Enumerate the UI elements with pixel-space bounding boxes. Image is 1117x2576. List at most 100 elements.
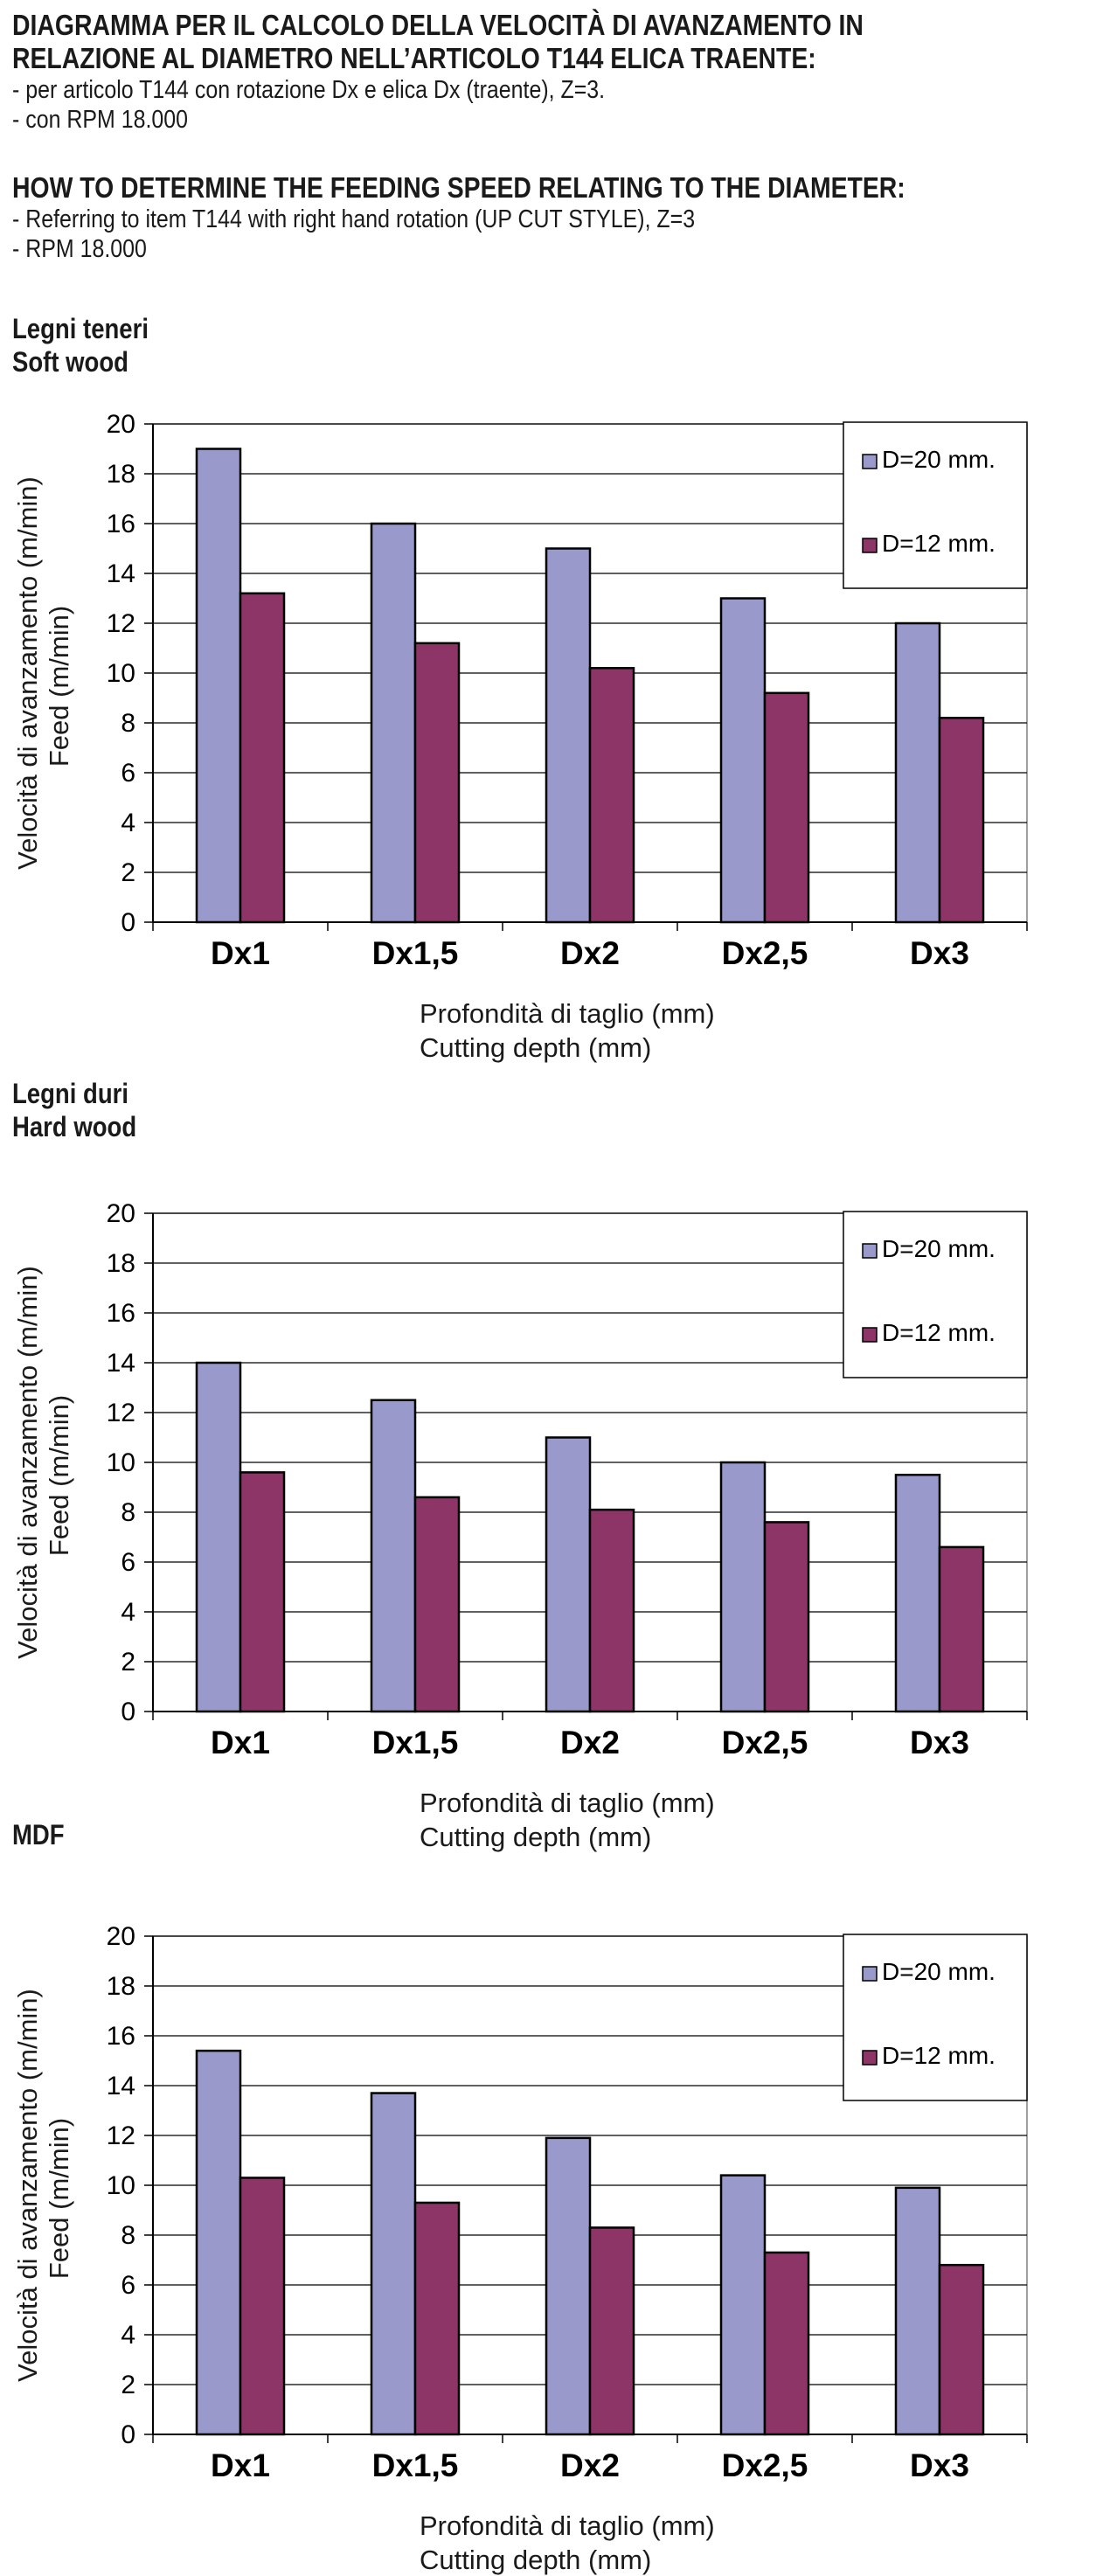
section-title-it: MDF	[12, 1819, 65, 1850]
x-category-label: Dx2	[560, 2448, 620, 2483]
bar-d20	[545, 2136, 592, 2436]
bar-d20	[370, 522, 417, 924]
y-tick-label: 12	[107, 2121, 135, 2150]
section-title-en: Hard wood	[12, 1111, 137, 1142]
bar-d20	[195, 2049, 242, 2436]
x-category-label: Dx2,5	[722, 935, 808, 971]
bar-d20	[545, 547, 592, 924]
legend-label-d20: D=20 mm.	[882, 1235, 996, 1262]
legend-swatch-d20	[862, 454, 878, 469]
header-line-it-1: - per articolo T144 con rotazione Dx e e…	[12, 76, 606, 104]
bar-d12	[239, 1471, 286, 1713]
y-tick-label: 4	[121, 1598, 135, 1627]
y-tick-label: 20	[107, 1199, 135, 1228]
y-tick-label: 10	[107, 659, 135, 688]
y-tick-label: 6	[121, 759, 135, 788]
y-tick-label: 4	[121, 809, 135, 837]
y-tick-label: 18	[107, 1249, 135, 1278]
y-tick-label: 16	[107, 1299, 135, 1328]
header: DIAGRAMMA PER IL CALCOLO DELLA VELOCITÀ …	[12, 9, 1002, 135]
bar-d20	[195, 448, 242, 924]
x-category-label: Dx2,5	[722, 2448, 808, 2483]
bar-d12	[239, 2177, 286, 2436]
x-category-label: Dx3	[910, 935, 969, 971]
bar-d20	[894, 621, 941, 924]
x-category-label: Dx1	[211, 935, 270, 971]
legend-label-d20: D=20 mm.	[882, 1958, 996, 1985]
section-title-mdf: MDF	[12, 1818, 65, 1851]
header-title-it-2: RELAZIONE AL DIAMETRO NELL’ARTICOLO T144…	[12, 42, 816, 74]
bar-d20	[719, 2174, 767, 2436]
legend-label-d20: D=20 mm.	[882, 446, 996, 473]
y-axis-title-en: Feed (m/min)	[44, 2118, 74, 2279]
bar-d20	[545, 1436, 592, 1713]
bar-d12	[763, 691, 810, 924]
x-axis-title-en: Cutting depth (mm)	[420, 1032, 651, 1063]
bar-d12	[588, 2226, 635, 2436]
bar-d12	[938, 2263, 985, 2436]
x-category-label: Dx1,5	[372, 935, 459, 971]
legend-swatch-d12	[862, 538, 878, 553]
bar-d12	[239, 592, 286, 924]
legend-box	[843, 421, 1028, 589]
y-tick-label: 16	[107, 510, 135, 538]
bar-d12	[763, 2251, 810, 2436]
section-title-hardwood: Legni duri Hard wood	[12, 1077, 136, 1143]
y-tick-label: 14	[107, 1349, 135, 1378]
y-tick-label: 20	[107, 410, 135, 439]
x-category-label: Dx2	[560, 935, 620, 971]
header-title-it-1: DIAGRAMMA PER IL CALCOLO DELLA VELOCITÀ …	[12, 9, 864, 41]
bar-chart-softwood: 0 2 4 6 8 10 12 14 16 18 20 Dx1 Dx1,5 Dx2 Dx2,5 Dx3 D=20…	[12, 410, 1028, 1063]
legend-box	[843, 1211, 1028, 1378]
y-tick-label: 18	[107, 460, 135, 489]
y-tick-label: 14	[107, 2072, 135, 2100]
y-tick-label: 14	[107, 559, 135, 588]
y-tick-label: 20	[107, 1922, 135, 1951]
y-tick-label: 0	[121, 2420, 135, 2449]
y-tick-label: 8	[121, 1498, 135, 1527]
bar-d12	[413, 2201, 461, 2436]
y-tick-label: 0	[121, 1698, 135, 1726]
bar-d20	[370, 2092, 417, 2436]
legend-swatch-d20	[862, 1243, 878, 1259]
y-axis-title-it: Velocità di avanzamento (m/min)	[12, 1266, 43, 1659]
section-title-softwood: Legni teneri Soft wood	[12, 312, 149, 378]
y-tick-label: 4	[121, 2321, 135, 2350]
y-axis-title-it: Velocità di avanzamento (m/min)	[12, 476, 43, 870]
y-tick-label: 18	[107, 1972, 135, 2001]
header-line-en-2: - RPM 18.000	[12, 235, 147, 263]
bar-d20	[894, 1474, 941, 1713]
x-category-label: Dx2	[560, 1725, 620, 1760]
bar-d12	[938, 1545, 985, 1713]
y-axis-title-en: Feed (m/min)	[44, 606, 74, 767]
legend-swatch-d20	[862, 1966, 878, 1982]
y-tick-label: 8	[121, 2221, 135, 2250]
bar-chart-hardwood: 0 2 4 6 8 10 12 14 16 18 20 Dx1 Dx1,5 Dx2 Dx2,5 Dx3 D=20…	[12, 1199, 1028, 1852]
legend-label-d12: D=12 mm.	[882, 1319, 996, 1346]
bar-d20	[195, 1361, 242, 1713]
bar-d20	[719, 597, 767, 924]
header-line-it-2: - con RPM 18.000	[12, 106, 189, 134]
x-axis-title-en: Cutting depth (mm)	[420, 1822, 651, 1852]
x-category-label: Dx1	[211, 2448, 270, 2483]
y-tick-label: 2	[121, 858, 135, 887]
x-category-label: Dx3	[910, 2448, 969, 2483]
header-title-en: HOW TO DETERMINE THE FEEDING SPEED RELAT…	[12, 171, 905, 204]
bar-d20	[894, 2186, 941, 2436]
y-tick-label: 0	[121, 908, 135, 937]
y-axis-title-it: Velocità di avanzamento (m/min)	[12, 1989, 43, 2382]
legend-box	[843, 1934, 1028, 2101]
y-tick-label: 8	[121, 709, 135, 738]
y-tick-label: 6	[121, 2271, 135, 2300]
y-axis-title-en: Feed (m/min)	[44, 1395, 74, 1556]
y-tick-label: 6	[121, 1548, 135, 1577]
x-category-label: Dx1,5	[372, 2448, 459, 2483]
x-category-label: Dx1	[211, 1725, 270, 1760]
bar-d12	[413, 1496, 461, 1713]
legend-label-d12: D=12 mm.	[882, 530, 996, 557]
legend-swatch-d12	[862, 1327, 878, 1343]
header-line-en-1: - Referring to item T144 with right hand…	[12, 205, 696, 233]
x-axis-title-en: Cutting depth (mm)	[420, 2545, 651, 2575]
x-category-label: Dx3	[910, 1725, 969, 1760]
y-tick-label: 2	[121, 2371, 135, 2399]
